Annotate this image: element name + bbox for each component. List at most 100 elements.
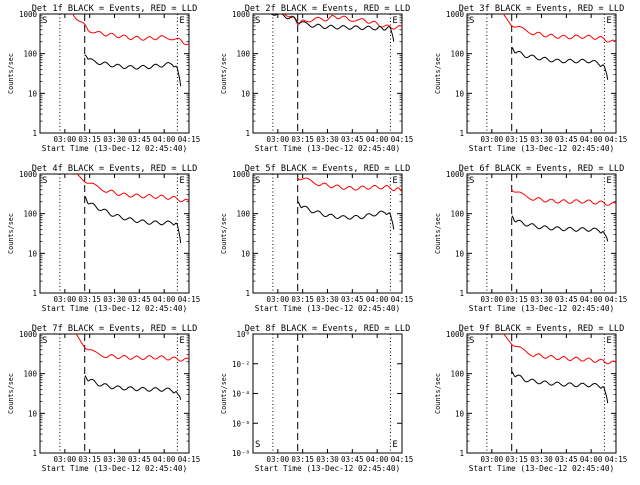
x-tick-label: 03:45 [555, 295, 578, 304]
x-tick-label: 03:15 [505, 455, 528, 464]
lld-series-line [502, 14, 616, 43]
y-tick-label: 100 [450, 50, 464, 59]
events-series-line [84, 196, 182, 244]
y-tick-label: 100 [23, 50, 37, 59]
x-tick-label: 04:15 [391, 455, 414, 464]
end-marker: E [392, 440, 397, 450]
y-axis-label: Counts/sec [7, 373, 15, 414]
y-tick-label: 10⁻⁶ [232, 419, 250, 428]
x-tick-label: 03:45 [341, 135, 364, 144]
x-tick-label: 04:00 [366, 135, 389, 144]
detector-panel-6: Det 6f BLACK = Events, RED = LLD 1 10 100 10… [434, 164, 627, 313]
x-axis-label: Start Time (13-Dec-12 02:45:40) [42, 464, 188, 473]
detector-panel-5: Det 5f BLACK = Events, RED = LLD 1 10 100 10… [220, 164, 414, 313]
x-tick-label: 03:00 [54, 455, 77, 464]
y-tick-label: 1 [32, 289, 37, 298]
x-tick-label: 03:00 [267, 135, 290, 144]
x-tick-label: 03:45 [555, 135, 578, 144]
lld-series-line [511, 188, 616, 206]
x-axis-label: Start Time (13-Dec-12 02:45:40) [255, 144, 401, 153]
events-series-line [511, 371, 609, 404]
y-tick-label: 100 [450, 210, 464, 219]
x-tick-label: 03:00 [481, 295, 504, 304]
events-series-line [270, 14, 395, 42]
lld-series-line [283, 14, 402, 30]
start-marker: S [42, 176, 47, 186]
panel-title: Det 6f BLACK = Events, RED = LLD [459, 164, 625, 174]
x-tick-label: 03:00 [54, 135, 77, 144]
x-tick-label: 03:30 [103, 295, 126, 304]
y-tick-label: 10 [455, 89, 465, 98]
x-axis-label: Start Time (13-Dec-12 02:45:40) [255, 464, 401, 473]
y-tick-label: 10⁻⁴ [232, 390, 250, 399]
x-tick-label: 04:00 [580, 455, 603, 464]
y-tick-label: 1000 [232, 170, 251, 179]
panel-title: Det 1f BLACK = Events, RED = LLD [32, 4, 198, 14]
x-tick-label: 03:15 [78, 135, 101, 144]
x-tick-label: 03:15 [78, 295, 101, 304]
x-tick-label: 03:45 [341, 295, 364, 304]
start-marker: S [469, 16, 474, 26]
y-tick-label: 1 [32, 449, 37, 458]
y-tick-label: 10 [28, 249, 38, 258]
detector-panel-3: Det 3f BLACK = Events, RED = LLD 1 10 100 10… [434, 4, 628, 153]
axes-frame [39, 13, 190, 134]
events-series-line [511, 215, 609, 242]
x-tick-label: 03:00 [54, 295, 77, 304]
x-tick-label: 04:15 [605, 135, 628, 144]
y-axis-label: Counts/sec [7, 53, 15, 94]
detector-panel-4: Det 4f BLACK = Events, RED = LLD 1 10 100 10… [7, 164, 201, 313]
start-marker: S [469, 176, 474, 186]
x-tick-label: 03:15 [505, 295, 528, 304]
events-series-line [297, 201, 395, 230]
panel-title: Det 4f BLACK = Events, RED = LLD [32, 164, 198, 174]
x-tick-label: 03:00 [267, 295, 290, 304]
x-tick-label: 03:30 [316, 135, 339, 144]
y-tick-label: 1 [459, 129, 464, 138]
y-tick-label: 10 [241, 89, 251, 98]
y-tick-label: 10 [455, 409, 465, 418]
x-axis-label: Start Time (13-Dec-12 02:45:40) [469, 464, 615, 473]
detector-panel-2: Det 2f BLACK = Events, RED = LLD 1 10 100 10… [220, 4, 413, 153]
end-marker: E [606, 176, 611, 186]
axes-frame [252, 173, 403, 294]
y-axis-label: Counts/sec [220, 53, 228, 94]
events-series-line [511, 46, 609, 80]
x-axis-label: Start Time (13-Dec-12 02:45:40) [42, 144, 188, 153]
x-tick-label: 03:30 [530, 135, 553, 144]
end-marker: E [606, 16, 611, 26]
x-tick-label: 03:30 [316, 295, 339, 304]
y-tick-label: 1000 [19, 170, 38, 179]
x-tick-label: 04:15 [391, 135, 414, 144]
y-tick-label: 1 [245, 289, 250, 298]
y-axis-label: Counts/sec [220, 373, 228, 414]
x-tick-label: 03:45 [341, 455, 364, 464]
x-tick-label: 04:00 [153, 295, 176, 304]
detector-panel-9: Det 9f BLACK = Events, RED = LLD 1 10 100 10… [434, 324, 627, 473]
x-axis-label: Start Time (13-Dec-12 02:45:40) [469, 144, 615, 153]
axes-frame [252, 13, 403, 134]
y-tick-label: 10 [28, 89, 38, 98]
x-tick-label: 04:15 [178, 455, 201, 464]
start-marker: S [255, 176, 260, 186]
start-marker: S [255, 440, 260, 450]
axes-frame [39, 333, 190, 454]
x-tick-label: 04:15 [178, 295, 201, 304]
end-marker: E [392, 16, 397, 26]
start-marker: S [469, 336, 474, 346]
x-tick-label: 04:15 [391, 295, 414, 304]
y-tick-label: 100 [236, 210, 250, 219]
events-series-line [84, 375, 182, 400]
axes-frame [466, 173, 617, 294]
x-axis-label: Start Time (13-Dec-12 02:45:40) [255, 304, 401, 313]
x-tick-label: 04:00 [153, 455, 176, 464]
x-tick-label: 03:45 [555, 455, 578, 464]
start-marker: S [42, 16, 47, 26]
x-tick-label: 03:30 [103, 135, 126, 144]
detector-panel-8: Det 8f BLACK = Events, RED = LLD 10⁻⁸ 10⁻⁶… [220, 324, 413, 473]
panel-title: Det 9f BLACK = Events, RED = LLD [459, 324, 625, 334]
y-axis-label: Counts/sec [434, 53, 442, 94]
x-tick-label: 03:30 [530, 455, 553, 464]
